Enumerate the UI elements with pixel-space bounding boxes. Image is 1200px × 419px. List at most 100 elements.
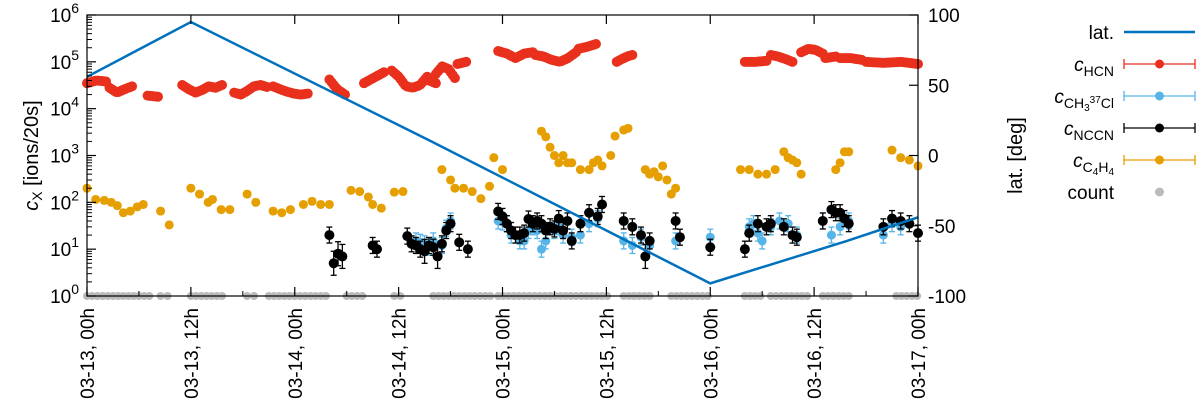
c4h4-point — [575, 165, 585, 175]
nccn-point — [575, 218, 586, 229]
legend-label: cC4H4 — [1073, 151, 1114, 178]
c4h4-point — [118, 208, 128, 218]
legend-label: count — [1068, 183, 1115, 204]
ch3cl-point — [826, 230, 836, 240]
hcn-point — [449, 73, 460, 84]
nccn-series — [324, 195, 923, 276]
c4h4-point — [835, 158, 845, 168]
x-tick-label: 03-13, 00h — [78, 308, 99, 399]
legend: lat. cHCN cCH337Cl cNCCN cC4H4 count — [1054, 23, 1196, 204]
nccn-point — [428, 242, 439, 253]
x-tick-label: 03-14, 12h — [390, 308, 411, 399]
c4h4-point — [208, 194, 218, 204]
y-tick-label: 100 — [50, 281, 79, 308]
c4h4-point — [904, 155, 914, 165]
hcn-point — [152, 91, 163, 102]
x-tick-label: 03-17, 00h — [909, 308, 930, 399]
legend-label: cCH337Cl — [1054, 87, 1114, 114]
y2-tick-label: 100 — [928, 6, 960, 27]
c4h4-point — [653, 172, 663, 182]
nccn-point — [371, 244, 382, 255]
hcn-point — [302, 88, 313, 99]
y-tick-label: 104 — [50, 94, 79, 121]
nccn-point — [817, 215, 828, 226]
nccn-point — [519, 228, 530, 239]
c4h4-point — [251, 197, 261, 207]
y2-axis-title: lat. [deg] — [1005, 117, 1027, 194]
nccn-point — [618, 215, 629, 226]
nccn-point — [324, 230, 335, 241]
nccn-point — [328, 258, 339, 269]
c4h4-point — [887, 145, 897, 155]
nccn-point — [592, 211, 603, 222]
c4h4-point — [770, 165, 780, 175]
nccn-point — [597, 199, 608, 210]
legend-label: cHCN — [1074, 55, 1114, 79]
axes: 100 101 102 103 104 105 106 100 50 0 -50 -100 03-13,… — [21, 0, 1027, 399]
y-axis-title: cX [ions/20s] — [21, 100, 45, 211]
legend-marker — [1155, 59, 1164, 69]
nccn-point — [562, 215, 573, 226]
legend-item-hcn: cHCN — [1074, 55, 1196, 79]
c4h4-point — [744, 165, 754, 175]
x-tick-label: 03-15, 00h — [494, 308, 515, 399]
nccn-point — [843, 218, 854, 229]
nccn-point — [739, 244, 750, 255]
c4h4-point — [459, 183, 469, 193]
nccn-point — [765, 218, 776, 229]
nccn-point — [454, 237, 465, 248]
c4h4-point — [558, 151, 568, 160]
c4h4-point — [164, 220, 174, 230]
nccn-point — [445, 218, 456, 229]
legend-marker — [1155, 155, 1164, 165]
nccn-point — [549, 223, 560, 234]
c4h4-point — [277, 208, 287, 218]
x-tick-label: 03-14, 00h — [286, 308, 307, 399]
c4h4-point — [623, 123, 633, 133]
nccn-point — [670, 215, 681, 226]
ch3cl-point — [536, 244, 546, 254]
c4h4-point — [554, 158, 564, 168]
nccn-point — [778, 221, 789, 232]
y-tick-label: 101 — [50, 234, 79, 261]
hcn-point — [217, 80, 228, 91]
c4h4-point — [671, 183, 681, 193]
ch3cl-point — [835, 222, 845, 232]
latitude-line — [86, 20, 919, 285]
y-tick-label: 106 — [50, 0, 79, 27]
c4h4-point — [307, 196, 317, 206]
legend-item-lat: lat. — [1089, 23, 1195, 44]
legend-marker — [1155, 91, 1164, 101]
x-tick-label: 03-13, 12h — [182, 308, 203, 399]
legend-item-nccn: cNCCN — [1064, 119, 1196, 143]
c4h4-point — [489, 153, 499, 163]
c4h4-point — [285, 205, 295, 215]
nccn-point — [791, 232, 802, 243]
c4h4-series — [82, 123, 923, 230]
c4h4-point — [610, 131, 620, 141]
c4h4-point — [796, 169, 806, 179]
c4h4-point — [216, 205, 226, 215]
c4h4-point — [446, 175, 456, 185]
c4h4-point — [125, 206, 135, 216]
x-tick-label: 03-16, 12h — [805, 308, 826, 399]
hcn-point — [378, 67, 389, 78]
x-tick-label: 03-16, 00h — [701, 308, 722, 399]
c4h4-point — [844, 147, 854, 157]
c4h4-point — [450, 183, 460, 193]
nccn-point — [640, 251, 651, 262]
c4h4-point — [584, 165, 594, 175]
c4h4-point — [156, 206, 166, 216]
nccn-point — [887, 213, 898, 224]
hcn-point — [461, 56, 472, 67]
c4h4-point — [389, 187, 399, 197]
c4h4-point — [298, 199, 308, 209]
nccn-point — [402, 231, 413, 242]
legend-label: lat. — [1089, 23, 1114, 44]
nccn-point — [627, 221, 638, 232]
y2-tick-label: -50 — [928, 217, 955, 238]
legend-marker — [1155, 123, 1164, 133]
c4h4-point — [437, 165, 447, 175]
nccn-point — [705, 242, 716, 253]
